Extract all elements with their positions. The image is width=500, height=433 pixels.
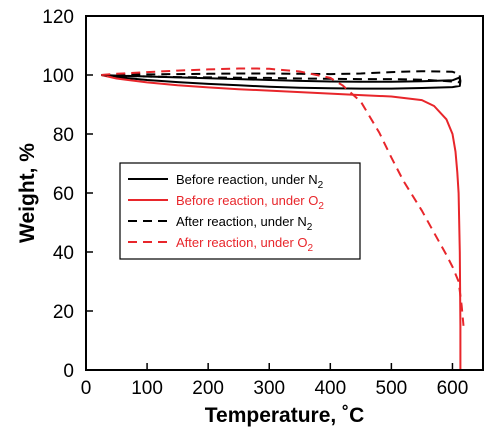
series-line-4 bbox=[101, 67, 465, 326]
y-tick-label: 80 bbox=[53, 125, 74, 146]
legend-label-1: Before reaction, under N2 bbox=[176, 172, 324, 191]
x-tick-label: 400 bbox=[314, 378, 346, 399]
legend-label-2: Before reaction, under O2 bbox=[176, 193, 324, 212]
y-tick-label: 0 bbox=[63, 361, 74, 382]
ticks-layer: 0 100 200 300 400 500 600 0 20 40 60 80 100 120 bbox=[42, 7, 468, 399]
x-tick-label: 600 bbox=[437, 378, 469, 399]
y-tick-label: 60 bbox=[53, 184, 74, 205]
x-tick-label: 500 bbox=[376, 378, 408, 399]
x-axis-title: Temperature, ˚C bbox=[205, 404, 364, 427]
y-tick-label: 120 bbox=[42, 7, 74, 28]
legend-label-4: After reaction, under O2 bbox=[176, 235, 314, 254]
legend-label-3: After reaction, under N2 bbox=[176, 214, 313, 233]
x-tick-label: 300 bbox=[253, 378, 285, 399]
y-tick-label: 100 bbox=[42, 66, 74, 87]
series-line-3 bbox=[101, 70, 461, 84]
y-tick-label: 20 bbox=[53, 302, 74, 323]
legend: Before reaction, under N2 Before reaction… bbox=[119, 162, 361, 260]
series-layer bbox=[101, 67, 465, 370]
y-axis-title: Weight, % bbox=[16, 143, 39, 243]
series-line-2 bbox=[101, 74, 462, 370]
series-line-1 bbox=[101, 74, 462, 90]
x-tick-label: 100 bbox=[131, 378, 163, 399]
x-tick-label: 0 bbox=[81, 378, 92, 399]
y-tick-label: 40 bbox=[53, 243, 74, 264]
x-tick-label: 200 bbox=[192, 378, 224, 399]
